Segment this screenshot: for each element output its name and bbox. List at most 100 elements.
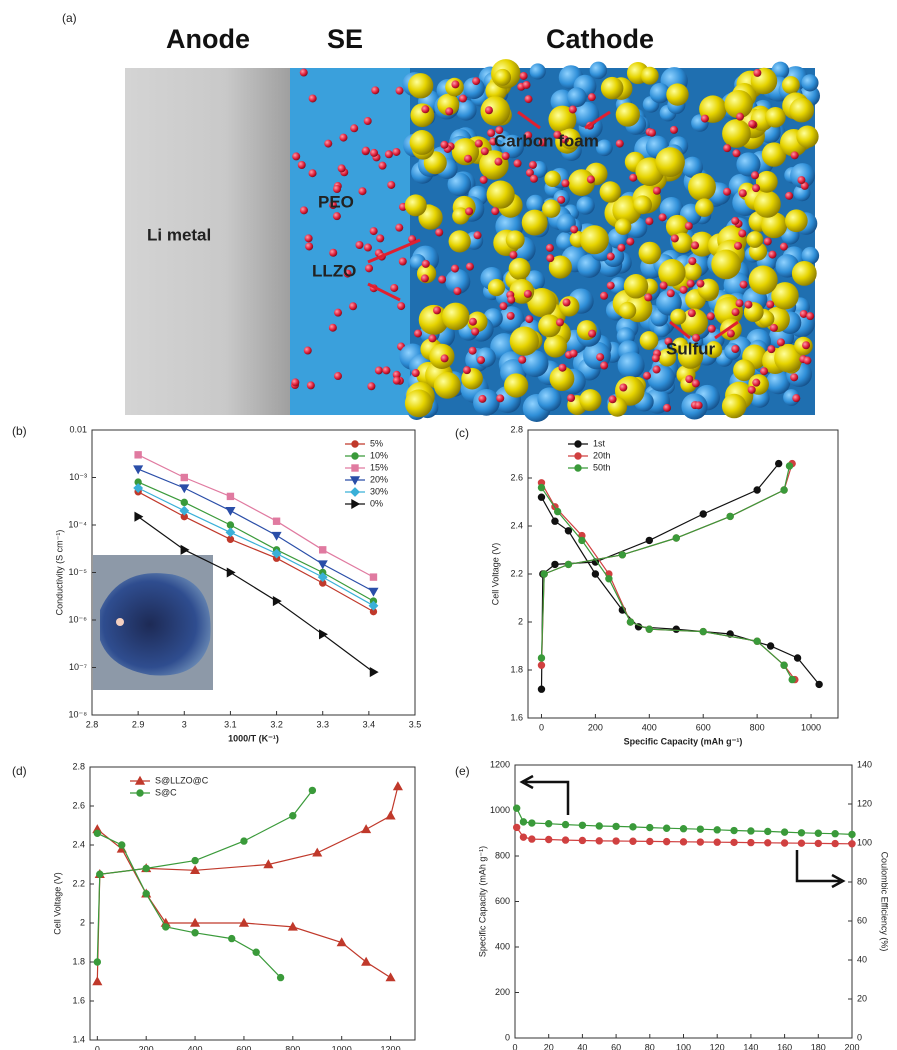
x-tick-label: 2.9 — [132, 719, 145, 729]
sulfur-particle — [599, 181, 621, 203]
llzo-particle — [792, 394, 801, 403]
anode-region — [125, 68, 292, 415]
llzo-particle — [462, 366, 471, 375]
llzo-particle — [387, 180, 396, 189]
llzo-particle — [735, 299, 744, 308]
sulfur-particle — [544, 170, 561, 188]
data-point — [662, 824, 671, 832]
x-tick-label: 800 — [750, 722, 765, 732]
data-point — [831, 839, 839, 848]
data-point — [645, 625, 654, 633]
llzo-particle — [556, 318, 565, 327]
data-point — [679, 838, 688, 846]
illustration-label: Carbon foam — [494, 131, 599, 150]
particles — [291, 59, 821, 422]
llzo-particle — [337, 164, 346, 173]
llzo-particle — [465, 207, 474, 216]
llzo-particle — [587, 93, 596, 102]
data-point — [618, 551, 627, 559]
data-point — [96, 870, 104, 878]
llzo-particle — [691, 379, 700, 388]
data-point — [228, 934, 236, 943]
llzo-particle — [753, 68, 762, 77]
data-point — [591, 570, 600, 578]
data-point — [272, 596, 282, 607]
llzo-particle — [652, 365, 661, 374]
data-point — [191, 929, 199, 937]
data-point — [312, 847, 323, 857]
illustration-label: Sulfur — [666, 339, 715, 358]
sulfur-particle — [753, 190, 781, 218]
sulfur-particle — [505, 230, 525, 250]
carbon-particle — [589, 61, 608, 80]
x-tick-label: 3 — [182, 719, 187, 729]
legend-marker — [351, 440, 359, 448]
y-axis-label: Cell Voltage (V) — [52, 872, 62, 935]
x-tick-label: 60 — [611, 1042, 621, 1050]
sulfur-particle — [705, 341, 723, 359]
y-axis-label: Cell Voltage (V) — [490, 543, 500, 606]
y-tick-label: 1000 — [490, 805, 510, 815]
data-point — [696, 825, 705, 833]
y-tick-label: 1.8 — [72, 956, 85, 966]
data-point — [793, 654, 802, 662]
sulfur-particle — [407, 73, 434, 99]
y-tick-label: 0 — [505, 1032, 510, 1042]
legend-label: 30% — [370, 486, 388, 496]
data-point — [226, 521, 235, 529]
carbon-particle — [801, 74, 819, 92]
data-point — [512, 823, 521, 832]
legend-marker — [351, 464, 359, 472]
llzo-particle — [518, 355, 527, 364]
x-tick-label: 3.5 — [409, 719, 422, 729]
sulfur-particle — [508, 257, 531, 280]
data-point — [519, 818, 528, 826]
series-line — [540, 463, 820, 690]
llzo-particle — [744, 300, 753, 309]
llzo-particle — [522, 80, 531, 89]
sulfur-particle — [548, 105, 577, 134]
x-tick-label: 3.1 — [224, 719, 237, 729]
data-point — [797, 839, 806, 847]
llzo-particle — [365, 264, 374, 273]
sulfur-particle — [771, 282, 799, 310]
data-point — [369, 667, 379, 678]
llzo-particle — [395, 86, 404, 95]
illustration-labels: Li metal PEO LLZO Carbon foam Sulfur — [147, 110, 739, 358]
sulfur-particle — [695, 198, 714, 217]
llzo-particle — [328, 323, 337, 332]
llzo-particle — [363, 117, 372, 126]
sulfur-particle — [487, 278, 506, 297]
data-point — [780, 828, 789, 836]
series-line — [137, 468, 374, 592]
llzo-particle — [528, 160, 537, 169]
data-point — [848, 840, 856, 848]
sulfur-particle — [615, 376, 645, 406]
series-line — [540, 465, 793, 680]
series-line — [96, 790, 313, 979]
llzo-particle — [606, 281, 615, 290]
chart-panel: (c) 0 200 400 600 800 1000 1.6 1.8 2 2.2 2.4 2.6 2.8 S… — [455, 424, 839, 746]
data-point — [134, 511, 144, 522]
sulfur-particle — [746, 231, 764, 248]
data-point — [764, 839, 772, 847]
llzo-particle — [738, 189, 747, 198]
llzo-particle — [694, 401, 703, 410]
y-tick-label: 10⁻⁵ — [69, 567, 88, 577]
data-point — [699, 510, 707, 518]
data-point — [118, 841, 126, 849]
y-tick-label: 200 — [495, 987, 510, 997]
llzo-particle — [306, 381, 315, 390]
sulfur-particle — [452, 207, 470, 225]
llzo-particle — [643, 371, 652, 380]
x-tick-label: 600 — [236, 1044, 251, 1050]
llzo-particle — [499, 302, 508, 311]
data-point — [788, 675, 796, 684]
y-tick-label: 2.8 — [72, 761, 85, 771]
x-tick-label: 100 — [676, 1042, 691, 1050]
legend-label: 1st — [593, 438, 606, 448]
data-point — [317, 572, 328, 583]
sulfur-particle — [614, 218, 632, 235]
llzo-particle — [748, 119, 757, 128]
data-point — [713, 838, 721, 846]
